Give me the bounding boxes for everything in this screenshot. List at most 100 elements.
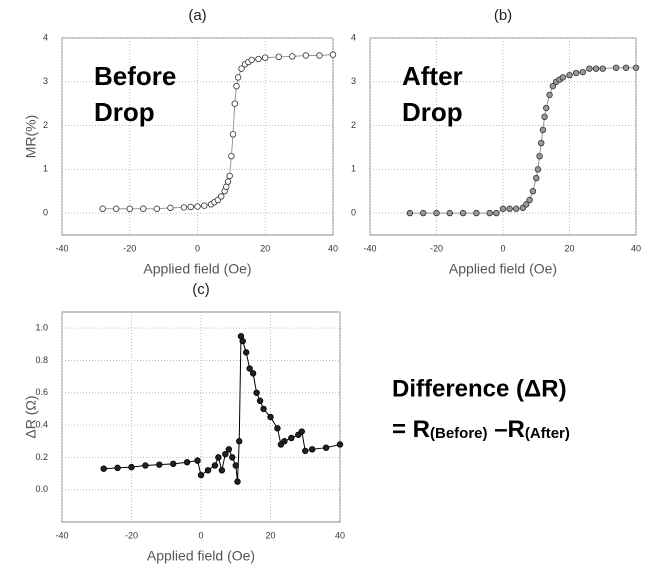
point <box>541 113 548 120</box>
point <box>183 459 191 466</box>
point <box>298 428 305 435</box>
point <box>486 209 493 217</box>
point <box>529 188 537 195</box>
point <box>100 465 107 472</box>
y-tick-label: 0 <box>43 207 48 217</box>
point <box>420 209 427 217</box>
point <box>559 74 567 81</box>
point <box>493 209 500 217</box>
note-part: –R <box>488 416 525 443</box>
point <box>234 74 242 81</box>
point <box>236 438 243 445</box>
y-tick-label: 2 <box>351 120 356 130</box>
point <box>233 82 240 90</box>
point <box>302 447 309 455</box>
point <box>156 461 163 468</box>
y-tick-label: 1.0 <box>35 323 48 333</box>
point <box>218 467 226 474</box>
annotation: After <box>402 61 463 91</box>
y-tick-label: 3 <box>43 76 48 86</box>
point <box>543 104 550 112</box>
point <box>322 444 330 451</box>
point <box>336 441 344 448</box>
point <box>459 209 467 217</box>
point <box>281 438 288 445</box>
point <box>246 365 253 372</box>
point <box>536 152 543 160</box>
point <box>225 446 232 453</box>
point <box>538 139 545 147</box>
point <box>288 434 295 442</box>
panel-title: (b) <box>494 7 512 24</box>
note-part: (After) <box>525 425 570 442</box>
point <box>226 172 233 180</box>
point <box>153 205 161 212</box>
point <box>222 450 229 458</box>
point <box>167 204 174 212</box>
point <box>267 413 274 421</box>
point <box>142 462 149 469</box>
point <box>201 202 208 209</box>
point <box>546 91 553 99</box>
x-tick-label: 0 <box>195 243 200 253</box>
point <box>473 209 480 217</box>
point <box>513 205 520 212</box>
panel-title: (c) <box>192 281 210 298</box>
note-line2: = R(Before) –R(After) <box>392 416 570 443</box>
x-tick-label: -40 <box>55 530 68 540</box>
point <box>229 131 237 138</box>
x-tick-label: 0 <box>198 530 203 540</box>
point <box>99 205 106 212</box>
point <box>506 205 513 212</box>
point <box>215 454 222 461</box>
note-line1: Difference (ΔR) <box>392 375 567 402</box>
x-tick-label: 20 <box>260 243 270 253</box>
point <box>126 205 133 212</box>
y-tick-label: 0.8 <box>35 355 48 365</box>
y-tick-label: 1 <box>351 164 356 174</box>
point <box>523 201 530 208</box>
point <box>274 425 281 432</box>
point <box>592 65 600 72</box>
x-tick-label: 40 <box>328 243 338 253</box>
point <box>572 69 580 77</box>
point <box>223 183 230 191</box>
point <box>329 51 337 58</box>
point <box>255 55 262 63</box>
point <box>406 209 414 217</box>
point <box>309 446 316 453</box>
point <box>499 205 507 212</box>
point <box>632 64 640 71</box>
point <box>262 54 269 61</box>
point <box>289 53 296 60</box>
point <box>128 463 135 471</box>
point <box>187 203 194 211</box>
point <box>112 205 120 212</box>
annotation: Before <box>94 61 176 91</box>
point <box>599 65 606 72</box>
x-axis-label: Applied field (Oe) <box>147 548 255 564</box>
annotation: Drop <box>94 97 155 127</box>
y-tick-label: 2 <box>43 120 48 130</box>
point <box>253 389 260 396</box>
point <box>260 405 267 413</box>
point <box>539 126 547 134</box>
point <box>433 209 440 217</box>
point <box>229 454 236 461</box>
point <box>114 464 121 472</box>
point <box>316 52 323 59</box>
point <box>239 337 246 345</box>
y-tick-label: 0.0 <box>35 484 48 494</box>
point <box>211 462 219 469</box>
point <box>586 65 593 72</box>
point <box>549 82 557 90</box>
x-tick-label: -20 <box>430 243 443 253</box>
y-tick-label: 1 <box>43 164 48 174</box>
y-tick-label: 3 <box>351 76 356 86</box>
point <box>194 457 201 464</box>
x-tick-label: -20 <box>123 243 136 253</box>
point <box>248 56 255 64</box>
point <box>566 72 573 79</box>
annotation: Drop <box>402 97 463 127</box>
